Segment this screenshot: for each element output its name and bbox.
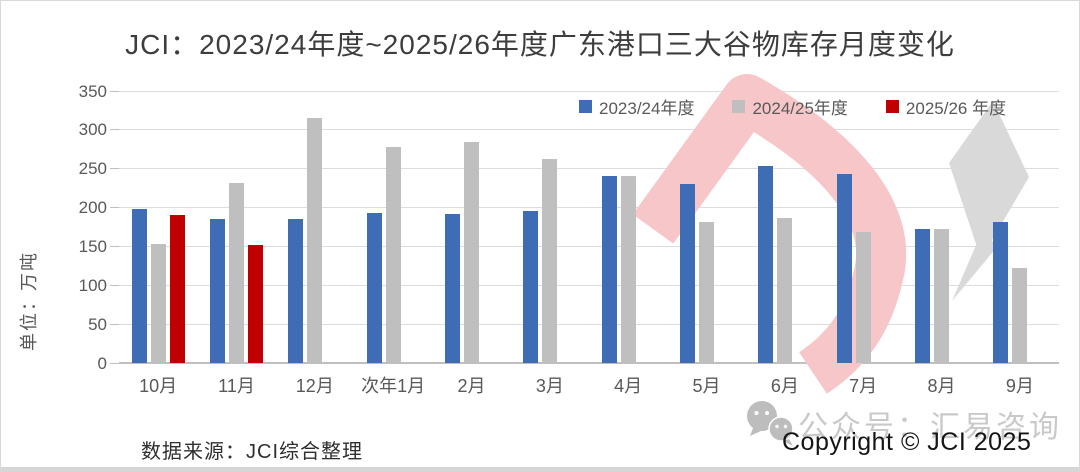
- x-tick-label: 10月: [139, 376, 178, 396]
- x-tick-label: 5月: [692, 376, 721, 396]
- y-tick-label: 100: [78, 275, 107, 295]
- x-tick-label: 6月: [770, 376, 799, 396]
- y-tick-mark: [110, 168, 119, 170]
- y-tick-mark: [110, 129, 119, 131]
- bar-2024/25年度-次年1月: [385, 146, 401, 363]
- copyright-text: Copyright © JCI 2025: [782, 428, 1032, 456]
- bar-2023/24年度-4月: [601, 175, 617, 363]
- legend-swatch-icon: [732, 100, 746, 113]
- bar-2023/24年度-11月: [210, 219, 225, 363]
- x-axis-line: [119, 362, 1059, 364]
- bar-2023/24年度-10月: [131, 209, 147, 363]
- gridline: [119, 284, 1059, 286]
- bar-2024/25年度-2月: [464, 141, 479, 363]
- bar-2024/25年度-9月: [1012, 268, 1028, 363]
- bar-2023/24年度-8月: [915, 229, 930, 363]
- wechat-icon: [741, 399, 799, 454]
- chart-legend: 2023/24年度 2024/25年度 2025/26 年度: [579, 94, 1006, 119]
- y-tick-mark: [110, 362, 119, 364]
- x-tick-label: 11月: [218, 376, 255, 396]
- y-tick-label: 350: [78, 81, 107, 101]
- gridline: [119, 129, 1059, 131]
- gridline: [119, 207, 1059, 209]
- y-tick-label: 50: [88, 314, 107, 334]
- x-tick-label: 8月: [927, 376, 956, 396]
- bar-2023/24年度-6月: [758, 165, 774, 363]
- bar-2024/25年度-4月: [620, 176, 636, 363]
- bar-2024/25年度-12月: [307, 118, 323, 363]
- bar-2023/24年度-3月: [523, 210, 539, 363]
- y-tick-label: 250: [78, 159, 107, 179]
- legend-label: 2024/25年度: [752, 99, 848, 118]
- legend-swatch-icon: [579, 100, 592, 113]
- x-tick-label: 9月: [1005, 376, 1034, 396]
- y-tick-mark: [110, 90, 119, 92]
- legend-item: 2025/26 年度: [885, 94, 1007, 119]
- y-tick-label: 200: [78, 198, 107, 218]
- bar-2024/25年度-11月: [229, 183, 244, 363]
- bar-2024/25年度-10月: [150, 244, 166, 363]
- legend-item: 2024/25年度: [732, 94, 848, 119]
- x-tick-label: 2月: [457, 376, 486, 396]
- chart-title: JCI：2023/24年度~2025/26年度广东港口三大谷物库存月度变化: [125, 29, 955, 60]
- bar-2023/24年度-7月: [836, 174, 852, 363]
- y-tick-mark: [110, 323, 119, 325]
- bar-2023/24年度-9月: [993, 222, 1009, 363]
- y-tick-label: 0: [97, 353, 107, 373]
- x-tick-label: 3月: [535, 376, 564, 396]
- bar-2024/25年度-6月: [777, 217, 793, 363]
- legend-label: 2023/24年度: [599, 99, 695, 118]
- y-axis-unit-label: 单位：万吨: [19, 251, 39, 351]
- gridline: [119, 90, 1059, 92]
- y-tick-mark: [110, 284, 119, 286]
- x-tick-label: 7月: [849, 376, 878, 396]
- bar-2024/25年度-7月: [855, 231, 871, 363]
- legend-swatch-icon: [885, 100, 899, 113]
- bar-2023/24年度-12月: [288, 219, 304, 363]
- y-tick-mark: [110, 245, 119, 247]
- bar-2023/24年度-2月: [445, 213, 460, 363]
- bar-2023/24年度-5月: [680, 184, 695, 363]
- x-tick-label: 4月: [614, 376, 643, 396]
- y-tick-mark: [110, 207, 119, 209]
- bar-2024/25年度-3月: [542, 158, 558, 363]
- bar-2025/26 年度-11月: [248, 244, 263, 363]
- y-tick-label: 150: [78, 236, 107, 256]
- gray-kite-tail-shape: [952, 229, 997, 301]
- bar-2025/26 年度-10月: [169, 215, 185, 363]
- data-source-note: 数据来源：JCI综合整理: [141, 441, 363, 463]
- gridline: [119, 323, 1059, 325]
- bar-2024/25年度-8月: [934, 228, 949, 363]
- x-tick-label: 次年1月: [361, 376, 426, 396]
- x-tick-label: 12月: [295, 376, 334, 396]
- official-account-watermark-text: 公众号：汇易咨询: [798, 411, 1062, 444]
- legend-item: 2023/24年度: [579, 94, 694, 119]
- gridline: [119, 168, 1059, 170]
- legend-label: 2025/26 年度: [905, 99, 1007, 118]
- y-tick-label: 300: [78, 120, 107, 140]
- gray-kite-watermark-shape: [949, 101, 1029, 259]
- bar-2023/24年度-次年1月: [366, 213, 382, 363]
- gridline: [119, 245, 1059, 247]
- bar-2024/25年度-5月: [699, 222, 714, 363]
